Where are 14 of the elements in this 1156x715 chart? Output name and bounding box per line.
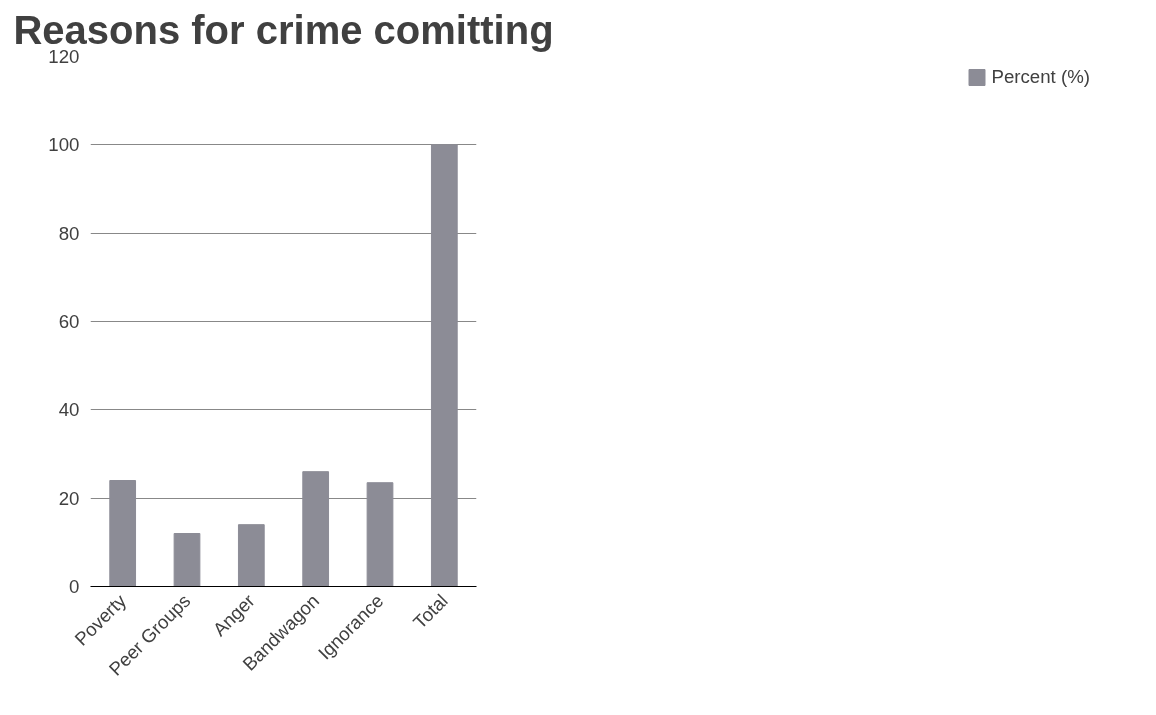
y-tick-label: 100 <box>48 134 80 156</box>
bar <box>302 471 330 587</box>
y-tick-label: 40 <box>58 399 80 421</box>
bar <box>237 524 265 587</box>
y-tick-label: 120 <box>48 46 80 67</box>
y-tick-label: 20 <box>58 487 80 509</box>
y-tick-label: 0 <box>69 576 80 597</box>
y-tick-label: 60 <box>58 311 80 332</box>
bar <box>173 533 201 587</box>
bar <box>109 480 137 587</box>
bar <box>430 144 458 587</box>
y-tick-label: 80 <box>58 222 80 244</box>
bar <box>366 482 394 587</box>
legend-label: Percent (%) <box>991 66 1090 88</box>
